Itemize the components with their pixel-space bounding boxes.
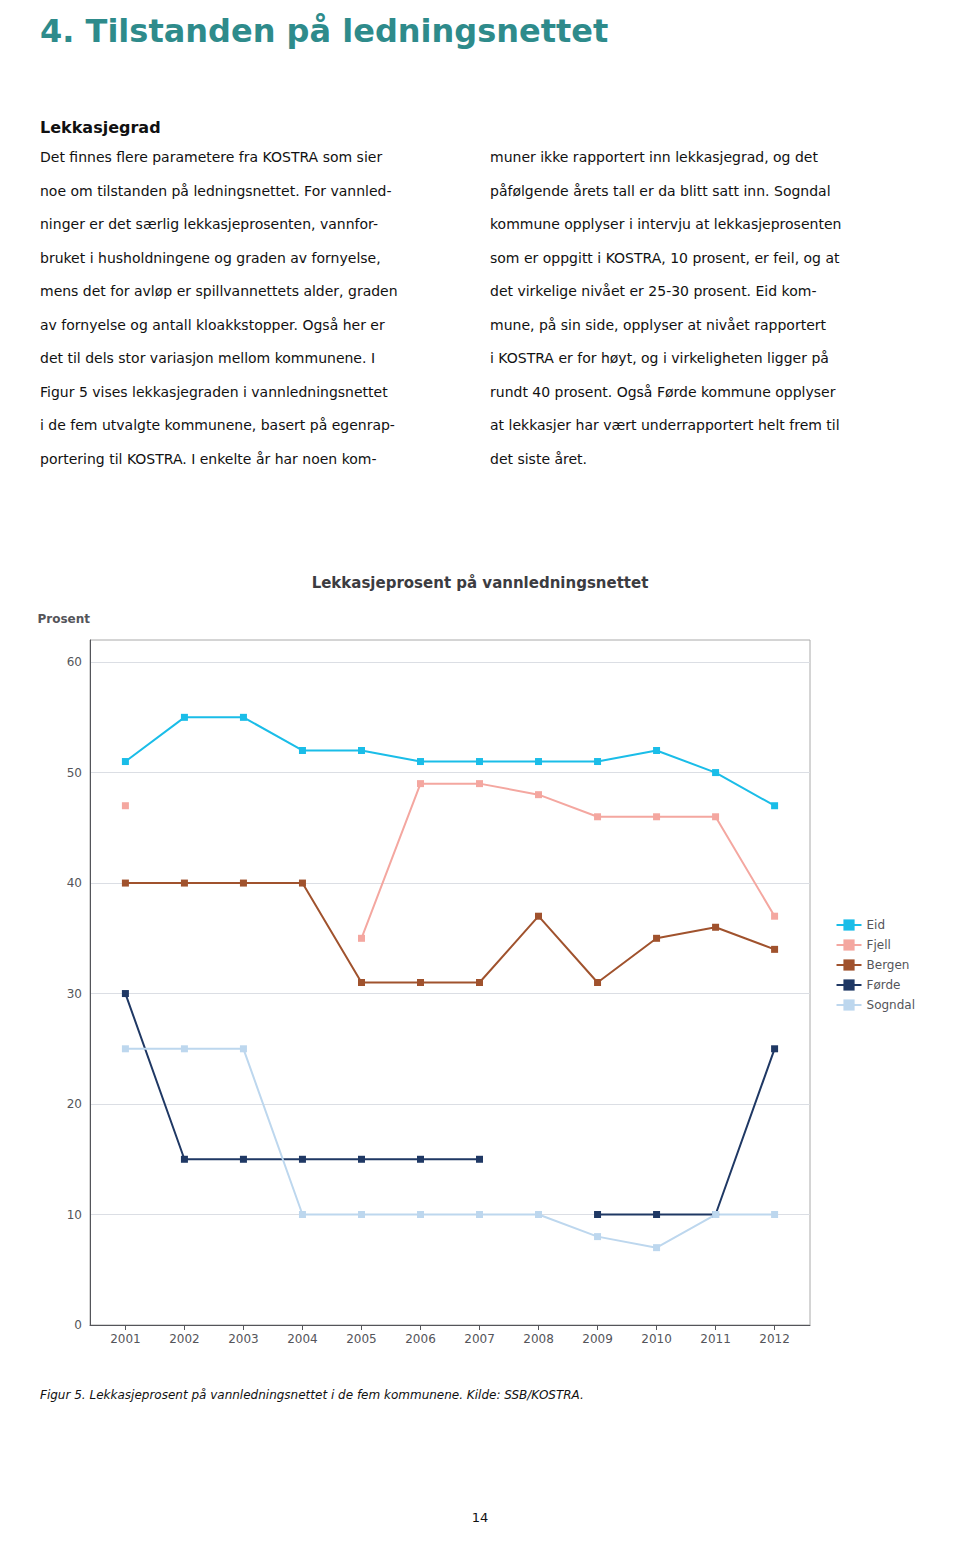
html-text:muner ikke rapportert inn lekk: muner ikke rapportert inn lekkasjegrad, … bbox=[490, 149, 818, 165]
html-text:i de fem utvalgte kommunene, b: i de fem utvalgte kommunene, basert på e… bbox=[40, 417, 395, 433]
svg-text:Prosent: Prosent bbox=[37, 612, 90, 626]
html-text:i KOSTRA er for høyt, og i vir: i KOSTRA er for høyt, og i virkeligheten… bbox=[490, 350, 829, 366]
svg-text:Lekkasjeprosent på vannledning: Lekkasjeprosent på vannledningsnettet bbox=[312, 574, 649, 592]
svg-text:2008: 2008 bbox=[523, 1332, 554, 1346]
svg-text:Eid: Eid bbox=[867, 918, 886, 932]
html-text:påfølgende årets tall er da bl: påfølgende årets tall er da blitt satt i… bbox=[490, 182, 831, 199]
svg-text:2001: 2001 bbox=[110, 1332, 141, 1346]
svg-text:0: 0 bbox=[74, 1318, 82, 1332]
html-text:det virkelige nivået er 25-30: det virkelige nivået er 25-30 prosent. E… bbox=[490, 283, 817, 299]
html-text:det siste året.: det siste året. bbox=[490, 450, 588, 467]
html-text:Det finnes flere parametere fr: Det finnes flere parametere fra KOSTRA s… bbox=[40, 149, 383, 165]
html-text:av fornyelse og antall kloakks: av fornyelse og antall kloakkstopper. Og… bbox=[40, 316, 385, 333]
svg-text:2010: 2010 bbox=[641, 1332, 672, 1346]
svg-text:30: 30 bbox=[67, 987, 82, 1001]
html-text:mens det for avløp er spillvan: mens det for avløp er spillvannettets al… bbox=[40, 283, 398, 299]
html-text:Figur 5 vises lekkasjegraden i: Figur 5 vises lekkasjegraden i vannledni… bbox=[40, 383, 388, 400]
html-text:noe om tilstanden på ledningsn: noe om tilstanden på ledningsnettet. For… bbox=[40, 182, 392, 199]
svg-text:2009: 2009 bbox=[582, 1332, 613, 1346]
html-text:kommune opplyser i intervju at: kommune opplyser i intervju at lekkasjep… bbox=[490, 216, 842, 232]
html-text:som er oppgitt i KOSTRA, 10 pr: som er oppgitt i KOSTRA, 10 prosent, er … bbox=[490, 249, 840, 266]
svg-text:Bergen: Bergen bbox=[867, 958, 910, 972]
html-text:ninger er det særlig lekkasjep: ninger er det særlig lekkasjeprosenten, … bbox=[40, 216, 378, 232]
svg-text:2004: 2004 bbox=[287, 1332, 318, 1346]
html-text:mune, på sin side, opplyser at: mune, på sin side, opplyser at nivået ra… bbox=[490, 316, 826, 333]
svg-text:Førde: Førde bbox=[867, 978, 901, 992]
svg-text:40: 40 bbox=[67, 876, 82, 890]
svg-text:Fjell: Fjell bbox=[867, 938, 891, 952]
html-text:14: 14 bbox=[471, 1510, 489, 1525]
html-text:Figur 5. Lekkasjeprosent på va: Figur 5. Lekkasjeprosent på vannlednings… bbox=[40, 1388, 584, 1402]
svg-text:2002: 2002 bbox=[169, 1332, 200, 1346]
svg-text:2003: 2003 bbox=[228, 1332, 259, 1346]
html-text:rundt 40 prosent. Også Førde k: rundt 40 prosent. Også Førde kommune opp… bbox=[490, 383, 836, 400]
svg-text:50: 50 bbox=[67, 766, 82, 780]
svg-text:2007: 2007 bbox=[464, 1332, 495, 1346]
svg-text:10: 10 bbox=[67, 1208, 82, 1222]
html-text:Lekkasjegrad: Lekkasjegrad bbox=[40, 118, 161, 137]
html-text:det til dels stor variasjon me: det til dels stor variasjon mellom kommu… bbox=[40, 350, 375, 366]
svg-text:20: 20 bbox=[67, 1097, 82, 1111]
html-text:bruket i husholdningene og gra: bruket i husholdningene og graden av for… bbox=[40, 249, 381, 266]
svg-text:2005: 2005 bbox=[346, 1332, 377, 1346]
svg-text:2006: 2006 bbox=[405, 1332, 436, 1346]
html-text:portering til KOSTRA. I enkelt: portering til KOSTRA. I enkelte år har n… bbox=[40, 450, 377, 467]
svg-text:Sogndal: Sogndal bbox=[867, 998, 916, 1012]
svg-text:2012: 2012 bbox=[759, 1332, 790, 1346]
svg-text:2011: 2011 bbox=[700, 1332, 731, 1346]
svg-text:60: 60 bbox=[67, 655, 82, 669]
html-text:4. Tilstanden på ledningsnette: 4. Tilstanden på ledningsnettet bbox=[40, 12, 609, 50]
html-text:at lekkasjer har vært underrap: at lekkasjer har vært underrapportert he… bbox=[490, 417, 840, 433]
